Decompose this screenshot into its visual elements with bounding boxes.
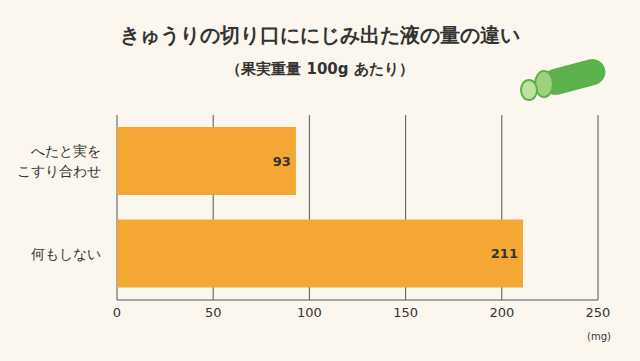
svg-text:150: 150: [393, 305, 418, 320]
svg-text:100: 100: [297, 305, 322, 320]
svg-text:0: 0: [113, 305, 121, 320]
svg-text:200: 200: [489, 305, 514, 320]
html-text:（果実重量 100g あたり）: （果実重量 100g あたり）: [226, 60, 414, 78]
html-text:(mg): (mg): [587, 331, 611, 342]
html-text:きゅうりの切り口ににじみ出た液の量の違い: きゅうりの切り口ににじみ出た液の量の違い: [120, 23, 520, 47]
svg-text:こすり合わせ: こすり合わせ: [17, 163, 101, 179]
svg-text:へたと実を: へたと実を: [31, 143, 101, 159]
svg-text:50: 50: [205, 305, 222, 320]
svg-text:何もしない: 何もしない: [31, 246, 101, 262]
svg-text:93: 93: [273, 154, 291, 169]
svg-text:250: 250: [586, 305, 611, 320]
svg-text:211: 211: [491, 246, 518, 261]
